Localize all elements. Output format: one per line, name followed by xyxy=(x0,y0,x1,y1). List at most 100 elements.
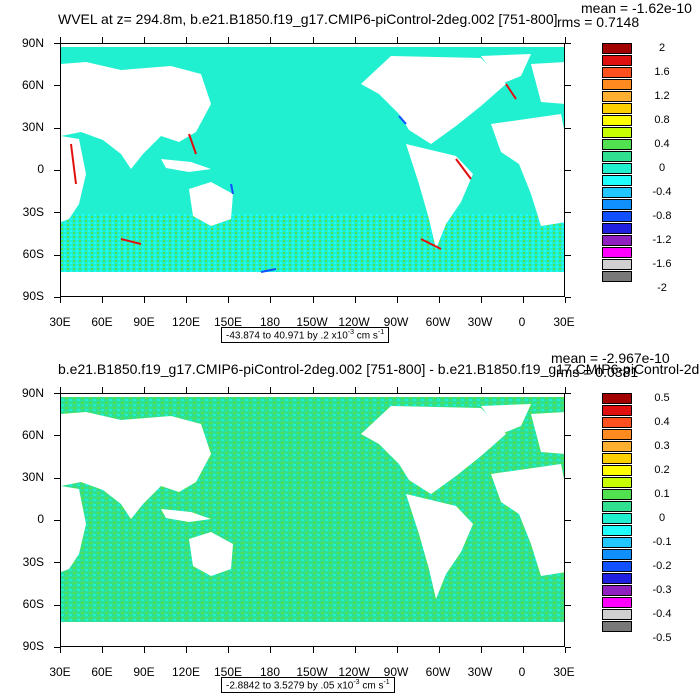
colorbar-swatch xyxy=(602,573,632,584)
colorbar-swatch xyxy=(602,151,632,162)
mean-stat: mean = -1.62e-10 xyxy=(581,0,692,16)
colorbar-swatch xyxy=(602,139,632,150)
lat-tick xyxy=(565,85,571,86)
lon-tick xyxy=(565,297,566,303)
lon-tick xyxy=(439,647,440,653)
lon-tick xyxy=(313,387,314,393)
colorbar-swatch xyxy=(602,597,632,608)
lon-tick xyxy=(565,387,566,393)
lon-tick xyxy=(270,37,271,43)
lon-tick xyxy=(144,387,145,393)
lon-tick xyxy=(481,647,482,653)
colorbar-label: -0.1 xyxy=(652,536,672,548)
colorbar-label: 0.2 xyxy=(654,464,670,476)
lat-tick xyxy=(54,85,60,86)
lat-tick xyxy=(565,43,571,44)
lon-tick xyxy=(355,647,356,653)
lat-tick xyxy=(565,562,571,563)
lon-tick xyxy=(270,387,271,393)
land-masses xyxy=(61,404,564,599)
colorbar-swatch xyxy=(602,79,632,90)
colorbar-label: -0.8 xyxy=(652,210,672,222)
colorbar-swatch xyxy=(602,271,632,282)
lon-tick xyxy=(186,297,187,303)
high-value-streaks xyxy=(70,83,517,250)
colorbar-swatch xyxy=(602,525,632,536)
lat-tick xyxy=(54,562,60,563)
colorbar-swatch xyxy=(602,43,632,54)
colorbar-swatch xyxy=(602,211,632,222)
lon-tick xyxy=(523,37,524,43)
lon-tick xyxy=(228,297,229,303)
lat-tick xyxy=(565,605,571,606)
lat-tick xyxy=(54,297,60,298)
lon-tick xyxy=(186,387,187,393)
mean-stat: mean = -2.967e-10 xyxy=(551,350,670,366)
colorbar-swatch xyxy=(602,235,632,246)
lon-tick xyxy=(228,387,229,393)
colorbar-label: -2 xyxy=(657,282,667,294)
lon-tick xyxy=(102,297,103,303)
lon-tick xyxy=(144,37,145,43)
colorbar-label: 0.4 xyxy=(654,138,670,150)
lat-tick xyxy=(565,297,571,298)
lon-tick xyxy=(144,647,145,653)
lon-tick xyxy=(228,647,229,653)
colorbar-swatch xyxy=(602,223,632,234)
colorbar-swatch xyxy=(602,501,632,512)
colorbar-label: 1.6 xyxy=(654,66,670,78)
colorbar-label: -0.4 xyxy=(652,608,672,620)
panel-title: b.e21.B1850.f19_g17.CMIP6-piControl-2deg… xyxy=(58,361,700,377)
colorbar-label: 0 xyxy=(658,162,666,174)
colorbar-swatch xyxy=(602,621,632,632)
rms-stat: rms = 0.7148 xyxy=(557,14,640,30)
colorbar-swatch xyxy=(602,561,632,572)
colorbar-swatch xyxy=(602,513,632,524)
lon-tick xyxy=(397,37,398,43)
lon-tick xyxy=(270,297,271,303)
lon-tick xyxy=(313,297,314,303)
lat-tick xyxy=(54,647,60,648)
map-plot xyxy=(60,43,565,297)
lat-tick xyxy=(54,393,60,394)
colorbar-swatch xyxy=(602,247,632,258)
lat-tick xyxy=(54,478,60,479)
lon-tick xyxy=(102,387,103,393)
lon-tick xyxy=(355,297,356,303)
colorbar-swatch xyxy=(602,465,632,476)
lat-tick xyxy=(565,520,571,521)
lon-tick xyxy=(397,647,398,653)
colorbar-swatch xyxy=(602,199,632,210)
lon-tick xyxy=(60,387,61,393)
colorbar-swatch xyxy=(602,55,632,66)
lon-tick xyxy=(60,37,61,43)
colorbar-swatch xyxy=(602,127,632,138)
lat-tick xyxy=(565,478,571,479)
panel-title: WVEL at z= 294.8m, b.e21.B1850.f19_g17.C… xyxy=(58,11,558,27)
antarctica-land xyxy=(61,272,564,296)
lat-tick xyxy=(565,393,571,394)
lat-tick xyxy=(565,170,571,171)
lat-tick xyxy=(565,435,571,436)
lat-tick xyxy=(565,212,571,213)
colorbar-label: 1.2 xyxy=(654,90,670,102)
map-panel-top: WVEL at z= 294.8m, b.e21.B1850.f19_g17.C… xyxy=(21,0,692,344)
colorbar-swatch xyxy=(602,67,632,78)
lon-tick xyxy=(144,297,145,303)
lat-tick xyxy=(54,520,60,521)
low-value-streaks xyxy=(230,115,407,273)
colorbar-swatch xyxy=(602,417,632,428)
colorbar-swatch xyxy=(602,163,632,174)
colorbar-swatch xyxy=(602,537,632,548)
lon-tick xyxy=(355,37,356,43)
colorbar-swatch xyxy=(602,453,632,464)
map-plot xyxy=(60,393,565,647)
colorbar: 0.5 0.4 0.3 0.2 0.1 0 -0.1 -0.2 -0.3 -0.4 -0.5 xyxy=(602,392,671,644)
colorbar-swatch xyxy=(602,259,632,270)
contour-info-box: -2.8842 to 3.5279 by .05 x10-3 cm s-1 xyxy=(221,677,395,694)
lat-tick xyxy=(565,647,571,648)
lon-tick xyxy=(523,387,524,393)
lon-tick xyxy=(439,297,440,303)
lon-tick xyxy=(481,37,482,43)
colorbar-label: 0 xyxy=(658,512,666,524)
